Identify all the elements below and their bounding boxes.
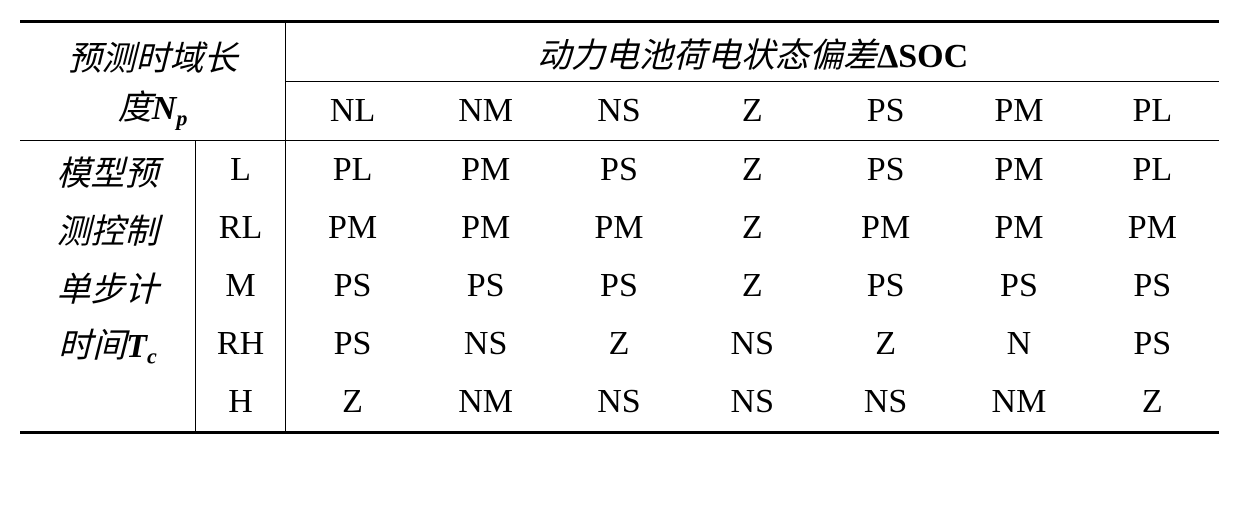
rowgroup-line2: 测控制 bbox=[20, 199, 195, 257]
rowgroup-line4-var: T bbox=[126, 328, 147, 365]
col-hdr-2: NS bbox=[552, 82, 685, 141]
row-key-2: M bbox=[195, 257, 285, 315]
cell-1-5: PM bbox=[952, 199, 1085, 257]
cell-4-1: NM bbox=[419, 373, 552, 433]
cell-1-6: PM bbox=[1086, 199, 1219, 257]
col-hdr-5: PM bbox=[952, 82, 1085, 141]
row-key-3: RH bbox=[195, 315, 285, 373]
cell-1-0: PM bbox=[286, 199, 419, 257]
top-hdr-prefix: 动力电池荷电状态偏差 bbox=[537, 38, 877, 75]
top-hdr-delta: Δ bbox=[877, 38, 898, 75]
col-hdr-0: NL bbox=[286, 82, 419, 141]
left-hdr-var: N bbox=[152, 90, 177, 127]
left-hdr-sub: p bbox=[176, 106, 187, 131]
fuzzy-rule-table: 预测时域长 度Np 动力电池荷电状态偏差ΔSOC NL NM NS Z PS P… bbox=[20, 20, 1219, 434]
col-hdr-3: Z bbox=[686, 82, 819, 141]
rowgroup-line4-prefix: 时间 bbox=[58, 328, 126, 365]
cell-4-5: NM bbox=[952, 373, 1085, 433]
cell-3-0: PS bbox=[286, 315, 419, 373]
top-left-header: 预测时域长 度Np bbox=[20, 22, 286, 141]
cell-0-2: PS bbox=[552, 141, 685, 200]
rowgroup-blank bbox=[20, 373, 195, 433]
cell-2-5: PS bbox=[952, 257, 1085, 315]
cell-3-1: NS bbox=[419, 315, 552, 373]
cell-0-1: PM bbox=[419, 141, 552, 200]
cell-2-3: Z bbox=[686, 257, 819, 315]
cell-3-2: Z bbox=[552, 315, 685, 373]
rowgroup-line1: 模型预 bbox=[20, 141, 195, 200]
col-hdr-6: PL bbox=[1086, 82, 1219, 141]
top-header: 动力电池荷电状态偏差ΔSOC bbox=[286, 22, 1219, 82]
cell-1-3: Z bbox=[686, 199, 819, 257]
cell-0-4: PS bbox=[819, 141, 952, 200]
cell-2-1: PS bbox=[419, 257, 552, 315]
row-key-4: H bbox=[195, 373, 285, 433]
cell-4-2: NS bbox=[552, 373, 685, 433]
rowgroup-line3: 单步计 bbox=[20, 257, 195, 315]
cell-2-4: PS bbox=[819, 257, 952, 315]
cell-0-6: PL bbox=[1086, 141, 1219, 200]
cell-4-4: NS bbox=[819, 373, 952, 433]
cell-0-0: PL bbox=[286, 141, 419, 200]
cell-2-2: PS bbox=[552, 257, 685, 315]
cell-3-5: N bbox=[952, 315, 1085, 373]
cell-0-5: PM bbox=[952, 141, 1085, 200]
cell-2-0: PS bbox=[286, 257, 419, 315]
rowgroup-line4: 时间Tc bbox=[20, 315, 195, 373]
cell-4-6: Z bbox=[1086, 373, 1219, 433]
row-key-1: RL bbox=[195, 199, 285, 257]
row-key-0: L bbox=[195, 141, 285, 200]
cell-1-2: PM bbox=[552, 199, 685, 257]
cell-2-6: PS bbox=[1086, 257, 1219, 315]
left-hdr-line1: 预测时域长 bbox=[68, 41, 238, 78]
cell-3-4: Z bbox=[819, 315, 952, 373]
col-hdr-1: NM bbox=[419, 82, 552, 141]
cell-1-1: PM bbox=[419, 199, 552, 257]
cell-4-3: NS bbox=[686, 373, 819, 433]
cell-0-3: Z bbox=[686, 141, 819, 200]
cell-3-3: NS bbox=[686, 315, 819, 373]
cell-4-0: Z bbox=[286, 373, 419, 433]
col-hdr-4: PS bbox=[819, 82, 952, 141]
cell-1-4: PM bbox=[819, 199, 952, 257]
cell-3-6: PS bbox=[1086, 315, 1219, 373]
left-hdr-line2-prefix: 度 bbox=[118, 90, 152, 127]
top-hdr-soc: SOC bbox=[898, 38, 968, 75]
table: 预测时域长 度Np 动力电池荷电状态偏差ΔSOC NL NM NS Z PS P… bbox=[20, 20, 1219, 434]
rowgroup-line4-sub: c bbox=[147, 344, 157, 369]
